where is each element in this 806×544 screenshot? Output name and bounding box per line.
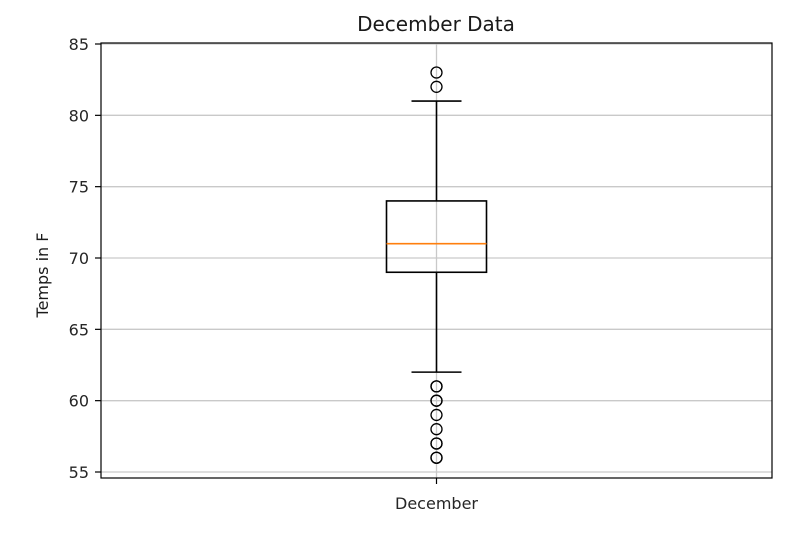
outlier-point bbox=[430, 423, 443, 436]
outlier-point bbox=[430, 451, 443, 464]
outlier-point bbox=[430, 437, 443, 450]
outlier-point bbox=[430, 394, 443, 407]
tick-layer: 55 60 65 70 75 80 85 December bbox=[69, 35, 479, 513]
y-tick-label: 75 bbox=[69, 178, 89, 197]
y-tick-label: 80 bbox=[69, 106, 89, 125]
plot-area-border bbox=[100, 42, 773, 479]
x-tick-label: December bbox=[395, 494, 478, 513]
y-tick-label: 65 bbox=[69, 320, 89, 339]
box-layer bbox=[385, 66, 488, 464]
y-tick-label: 55 bbox=[69, 463, 89, 482]
outlier-point bbox=[430, 380, 443, 393]
outlier-point bbox=[430, 80, 443, 93]
y-axis-label: Temps in F bbox=[33, 233, 52, 319]
outlier-point bbox=[430, 408, 443, 422]
outlier-point bbox=[430, 66, 443, 79]
box-interquartile bbox=[385, 200, 488, 274]
chart-title: December Data bbox=[357, 12, 515, 36]
y-tick-label: 85 bbox=[69, 35, 89, 54]
y-tick-label: 70 bbox=[69, 249, 89, 268]
y-tick-label: 60 bbox=[69, 392, 89, 411]
